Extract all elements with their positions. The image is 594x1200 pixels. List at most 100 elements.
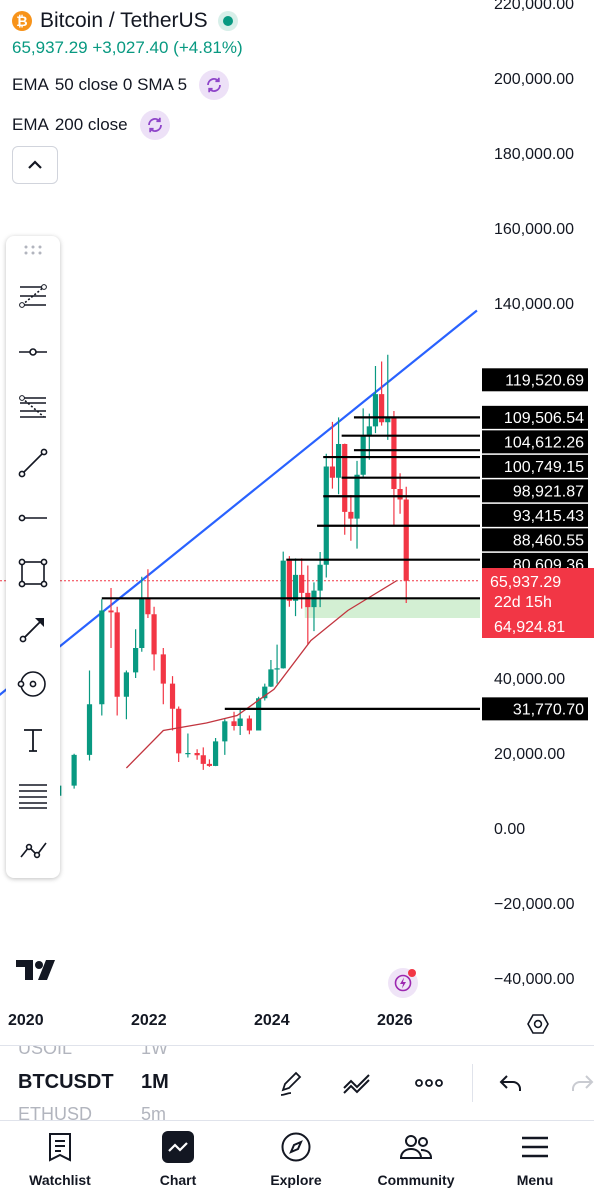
candle [372,394,379,427]
candle [151,614,157,655]
candle [139,598,145,648]
refresh-icon[interactable] [199,70,230,100]
trend-based-fib-icon[interactable] [13,387,53,427]
rectangle-icon[interactable] [13,553,53,593]
nav-menu[interactable]: Menu [495,1121,575,1200]
y-axis-tick: 40,000.00 [494,671,565,688]
candle [108,610,114,613]
price-level-label-text: 104,612.26 [504,434,584,451]
price-level-label-text: 31,770.70 [513,701,584,718]
watchlist-icon [42,1131,78,1163]
candle [231,721,237,726]
horizontal-ray-icon[interactable] [13,332,53,372]
candle [212,741,219,766]
chart-area[interactable]: 220,000.00 200,000.00 180,000.00 160,000.00… [0,0,594,1045]
candle [206,763,213,766]
market-open-indicator-icon [217,11,238,31]
candle [145,598,151,615]
indicator-ema-200[interactable]: EMA 200 close [12,108,243,142]
drag-handle-icon[interactable] [23,244,43,256]
drawing-toolbar [6,236,60,878]
candle [237,718,243,726]
symbol-title[interactable]: Bitcoin / TetherUS [40,9,208,32]
last-price-label [482,568,594,638]
candle [329,466,336,478]
price-level-label [482,405,588,429]
refresh-icon[interactable] [139,110,170,140]
price-chart[interactable]: 220,000.00 200,000.00 180,000.00 160,000.00… [0,0,594,1045]
candle [379,394,385,423]
candle [99,610,105,705]
more-options-icon[interactable] [412,1066,446,1100]
chart-settings-icon[interactable] [524,1010,552,1038]
y-axis-tick: 20,000.00 [494,746,565,763]
indicators-icon[interactable] [340,1066,374,1100]
candle [71,754,77,786]
candle [335,444,342,478]
fib-retracement-icon[interactable] [13,276,53,316]
y-axis-tick: 180,000.00 [494,146,574,163]
redo-icon[interactable] [565,1066,594,1100]
fib-channel-icon[interactable] [13,775,53,815]
nav-explore[interactable]: Explore [256,1121,336,1200]
undo-icon[interactable] [494,1066,528,1100]
price-level-label [482,430,588,454]
candle [246,718,252,731]
price-level-label-text: 88,460.55 [513,532,584,549]
arrow-icon[interactable] [13,609,53,649]
price-level-label-text: 98,921.87 [513,483,584,500]
support-zone [304,599,480,618]
price-level-label [482,454,588,478]
x-axis-label: 2022 [131,1012,167,1029]
bar-countdown: 22d 15h [494,594,552,611]
timeframe-selector[interactable]: 1M [141,1071,169,1093]
y-axis-tick: 160,000.00 [494,221,574,238]
symbol-selector[interactable]: BTCUSDT [18,1071,114,1093]
text-icon[interactable] [13,720,53,760]
candle [262,686,268,699]
candle [86,704,93,755]
circle-icon[interactable] [13,664,53,704]
drawing-pen-icon[interactable] [274,1066,308,1100]
community-icon [398,1131,434,1163]
price-level-label [482,479,588,503]
candle [403,499,409,581]
flash-news-icon[interactable] [388,968,418,998]
x-axis-label: 2026 [377,1012,413,1029]
nav-watchlist[interactable]: Watchlist [20,1121,100,1200]
y-axis-tick: 220,000.00 [494,0,574,13]
candle [348,511,354,519]
next-timeframe: 5m [141,1104,167,1120]
candle [299,574,305,593]
price-change: 65,937.29 +3,027.40 (+4.81%) [12,38,243,57]
last-price-value: 65,937.29 [490,574,561,591]
price-level-label [482,697,588,721]
x-axis-label: 2020 [8,1012,44,1029]
symbol-bar: USOIL 1W BTCUSDT 1M ETHUSD 5m [0,1045,594,1120]
horizontal-line-icon[interactable] [13,498,53,538]
nav-chart[interactable]: Chart [138,1121,218,1200]
candle [286,560,292,601]
nav-community[interactable]: Community [370,1121,462,1200]
previous-symbol: USOIL [18,1045,73,1058]
candle [323,466,329,565]
price-level-label-text: 64,924.81 [494,619,565,636]
bitcoin-logo-icon: ₿ [12,11,32,31]
chart-header: ₿ Bitcoin / TetherUS 65,937.29 +3,027.40… [12,6,243,142]
x-axis-label: 2024 [254,1012,290,1029]
y-axis-tick: −20,000.00 [494,896,575,913]
candle [222,721,228,742]
next-symbol: ETHUSD [18,1104,93,1120]
collapse-legend-button[interactable] [12,146,58,184]
price-level-label-text: 109,506.54 [504,410,584,427]
indicator-ema-50[interactable]: EMA 50 close 0 SMA 5 [12,68,243,102]
candle [169,683,176,709]
bottom-navigation: Watchlist Chart Explore Community Menu [0,1120,594,1200]
trend-line-icon[interactable] [13,443,53,483]
candle [385,417,391,423]
price-level-label-text: 119,520.69 [505,372,584,389]
candle [366,426,372,436]
path-icon[interactable] [13,830,53,870]
candle [274,668,280,670]
candle [194,753,200,756]
